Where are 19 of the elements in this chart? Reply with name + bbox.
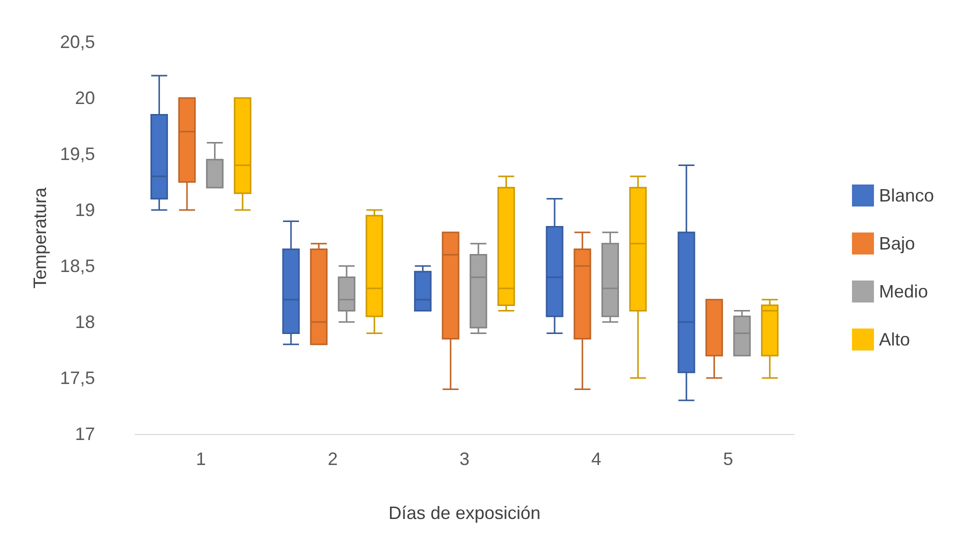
- y-tick-label: 20,5: [60, 32, 95, 52]
- y-tick-label: 19,5: [60, 144, 95, 164]
- y-tick-label: 18,5: [60, 256, 95, 276]
- legend-label: Bajo: [878, 234, 915, 254]
- x-axis-title: Días de exposición: [388, 503, 541, 523]
- y-tick-label: 20: [74, 88, 95, 108]
- legend-label: Alto: [878, 330, 910, 350]
- x-tick-label: 3: [459, 449, 470, 469]
- y-axis-title: Temperatura: [30, 186, 50, 289]
- x-tick-label: 1: [196, 449, 206, 469]
- x-tick-label: 5: [723, 449, 734, 469]
- legend-label: Blanco: [878, 186, 934, 206]
- x-tick-label: 4: [591, 449, 602, 469]
- x-tick-label: 2: [328, 449, 338, 469]
- legend-label: Medio: [878, 282, 928, 302]
- y-tick-label: 19: [74, 200, 95, 220]
- y-tick-label: 17,5: [60, 368, 95, 388]
- y-tick-label: 17: [74, 424, 95, 444]
- y-tick-label: 18: [74, 312, 95, 332]
